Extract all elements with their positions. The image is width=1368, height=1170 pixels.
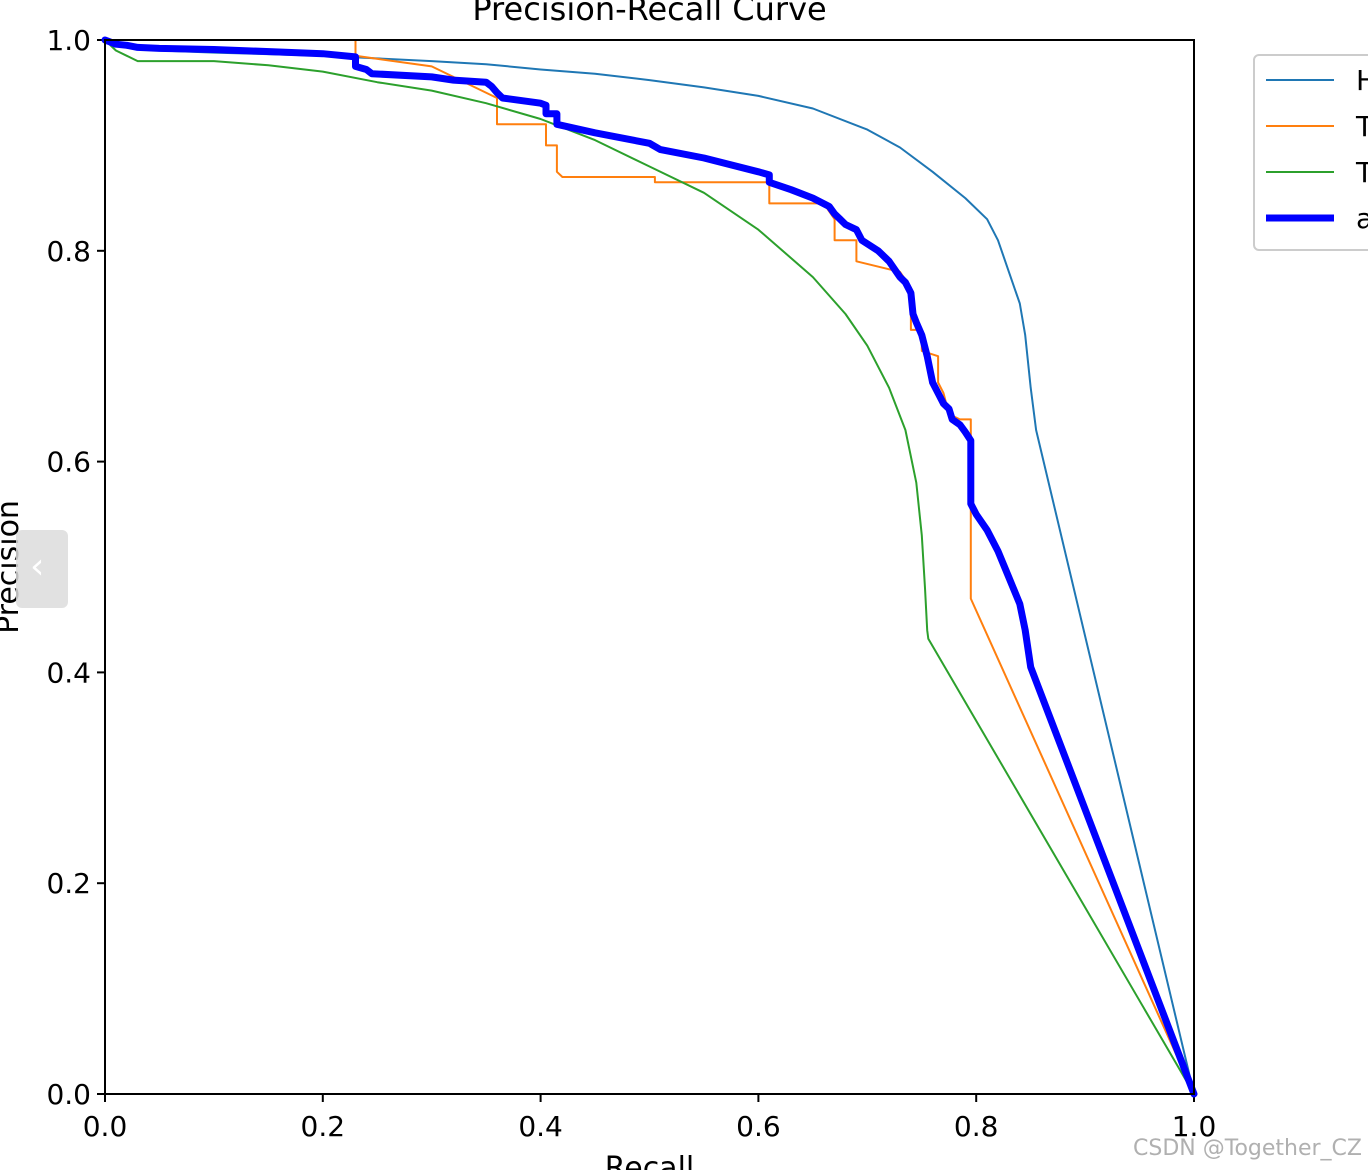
legend-label-3: a bbox=[1356, 202, 1368, 235]
x-tick-label: 0.2 bbox=[301, 1110, 346, 1143]
y-tick-label: 0.8 bbox=[46, 235, 91, 268]
watermark: CSDN @Together_CZ bbox=[1133, 1136, 1362, 1161]
legend-box bbox=[1253, 54, 1368, 251]
y-tick-label: 0.6 bbox=[46, 446, 91, 479]
x-tick-label: 1.0 bbox=[1172, 1110, 1217, 1143]
legend-label-1: T bbox=[1355, 110, 1368, 143]
legend-label-0: H bbox=[1356, 64, 1368, 97]
plot-frame bbox=[104, 39, 1195, 1095]
chart-title: Precision-Recall Curve bbox=[472, 0, 826, 28]
y-tick-label: 1.0 bbox=[46, 24, 91, 57]
y-axis-ticks: 0.0 0.2 0.4 0.6 0.8 1.0 bbox=[46, 24, 105, 1111]
series-line-0 bbox=[104, 39, 1195, 1095]
plot-background bbox=[105, 40, 1194, 1094]
y-tick-label: 0.2 bbox=[46, 867, 91, 900]
chevron-left-icon: ‹ bbox=[30, 546, 45, 587]
x-tick-label: 0.0 bbox=[83, 1110, 128, 1143]
x-axis-ticks: 0.0 0.2 0.4 0.6 0.8 1.0 bbox=[83, 1094, 1217, 1143]
x-tick-label: 0.4 bbox=[518, 1110, 563, 1143]
series-line-3 bbox=[101, 36, 1198, 1098]
x-tick-label: 0.8 bbox=[954, 1110, 999, 1143]
legend-label-2: T bbox=[1355, 156, 1368, 189]
collapse-sidebar-button[interactable]: ‹ bbox=[16, 530, 68, 608]
series-lines bbox=[101, 36, 1198, 1098]
y-tick-label: 0.0 bbox=[46, 1078, 91, 1111]
x-tick-label: 0.6 bbox=[736, 1110, 781, 1143]
series-line-2 bbox=[104, 39, 1195, 1095]
y-tick-label: 0.4 bbox=[46, 656, 91, 689]
x-axis-title: Recall bbox=[605, 1151, 695, 1170]
